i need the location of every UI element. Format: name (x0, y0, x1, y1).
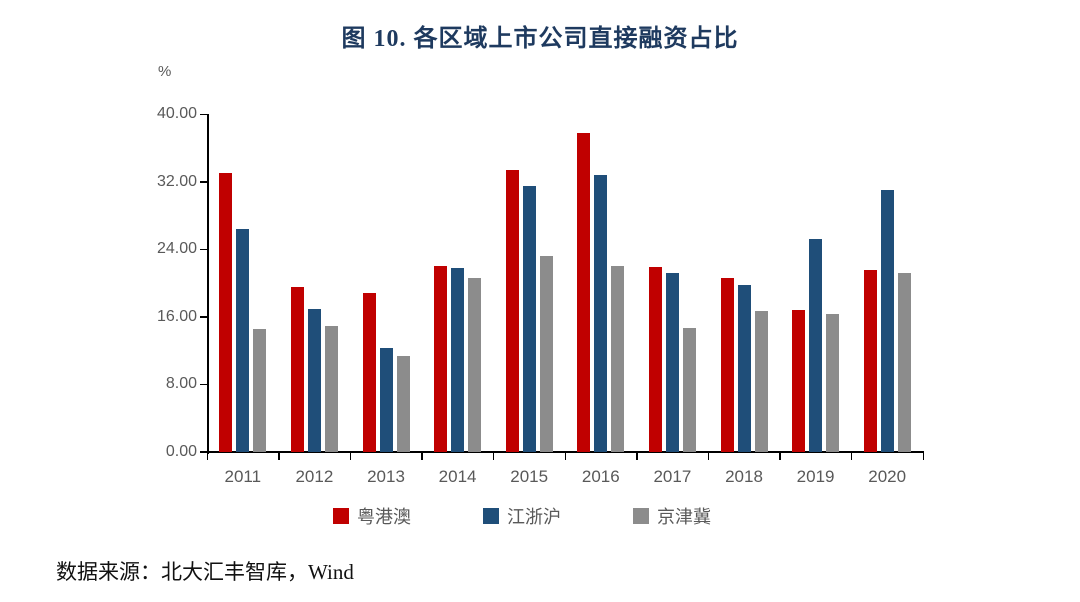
y-axis-tick (200, 316, 207, 318)
bar-jiangzhehu-2016 (594, 174, 608, 452)
x-axis-line (207, 450, 924, 453)
y-axis-tick (200, 383, 207, 386)
bar-yuegangao-2014 (434, 265, 448, 452)
x-axis-tick (206, 452, 209, 460)
x-axis-label-2016: 2016 (581, 466, 620, 486)
bar-jiangzhehu-2012 (307, 308, 321, 452)
bar-jiangzhehu-2015 (522, 185, 536, 452)
y-axis-tick (200, 451, 207, 453)
bar-yuegangao-2018 (720, 277, 734, 452)
bar-yuegangao-2013 (362, 292, 376, 452)
y-tick-label: 0.00 (165, 442, 197, 460)
bar-jiangzhehu-2020 (880, 189, 894, 452)
x-axis-label-2013: 2013 (367, 466, 405, 486)
chart-title: 图 10. 各区域上市公司直接融资占比 (341, 26, 739, 52)
x-axis-label-2017: 2017 (653, 466, 692, 486)
bar-jingjinji-2016 (611, 265, 625, 452)
bar-yuegangao-2019 (792, 309, 806, 452)
x-axis-tick (278, 452, 280, 460)
x-axis-tick (922, 452, 925, 460)
legend-item-jiangzhehu: 江浙沪 (483, 503, 561, 529)
x-axis-tick (564, 452, 567, 460)
x-axis-label-2019: 2019 (796, 466, 835, 486)
bar-jiangzhehu-2017 (665, 273, 679, 452)
bar-jiangzhehu-2011 (236, 228, 250, 452)
legend-swatch-jiangzhehu (483, 508, 499, 524)
x-axis-tick (636, 452, 638, 460)
bar-jiangzhehu-2013 (379, 347, 393, 452)
x-axis-label-2018: 2018 (725, 466, 763, 486)
bar-yuegangao-2017 (648, 266, 662, 452)
legend-swatch-jingjinji (633, 508, 649, 524)
bar-jiangzhehu-2018 (737, 285, 751, 452)
bar-yuegangao-2016 (577, 133, 591, 452)
bar-yuegangao-2012 (290, 286, 304, 452)
y-axis-line (207, 114, 209, 454)
x-axis-label-2011: 2011 (224, 466, 262, 486)
legend-swatch-yuegangao (333, 508, 349, 524)
y-axis-tick (200, 113, 207, 116)
y-tick-label: 24.00 (156, 240, 197, 257)
x-axis-tick (349, 452, 352, 460)
legend-label-yuegangao: 粤港澳 (357, 507, 411, 527)
y-tick-label: 32.00 (156, 172, 197, 190)
x-axis-tick (707, 452, 710, 460)
bar-jingjinji-2014 (468, 277, 482, 452)
bar-jingjinji-2015 (539, 255, 553, 452)
bar-jingjinji-2018 (754, 310, 768, 452)
bar-jingjinji-2012 (324, 325, 338, 452)
x-axis-tick (492, 452, 495, 460)
bar-jingjinji-2013 (396, 356, 410, 452)
bar-jingjinji-2017 (682, 328, 696, 452)
legend-item-jingjinji: 京津冀 (633, 503, 711, 529)
bar-jiangzhehu-2019 (809, 238, 823, 452)
x-axis-label-2015: 2015 (510, 466, 549, 486)
y-tick-label: 16.00 (156, 307, 197, 325)
source-note: 数据来源：北大汇丰智库，Wind (56, 560, 354, 584)
legend-label-jingjinji: 京津冀 (657, 507, 711, 527)
legend-item-yuegangao: 粤港澳 (333, 503, 411, 529)
x-axis-label-2014: 2014 (438, 466, 477, 486)
bar-jingjinji-2011 (253, 329, 267, 452)
x-axis-tick (779, 452, 781, 460)
bar-jiangzhehu-2014 (451, 267, 465, 452)
x-axis-tick (850, 452, 853, 460)
bar-jingjinji-2020 (897, 272, 911, 452)
x-axis-label-2012: 2012 (295, 466, 334, 486)
legend-label-jiangzhehu: 江浙沪 (507, 507, 561, 527)
y-axis-tick (200, 181, 207, 183)
y-tick-label: 8.00 (165, 375, 197, 392)
x-axis-tick (421, 452, 423, 460)
y-tick-label: 40.00 (156, 105, 197, 122)
y-axis-tick (200, 248, 207, 251)
y-axis-unit-label: % (158, 63, 172, 80)
x-axis-label-2020: 2020 (868, 466, 907, 486)
legend: 粤港澳 江浙沪 京津冀 (333, 503, 711, 529)
bar-jingjinji-2019 (826, 313, 840, 452)
bar-yuegangao-2011 (219, 173, 233, 452)
bar-yuegangao-2020 (863, 270, 877, 452)
bar-yuegangao-2015 (505, 169, 519, 452)
